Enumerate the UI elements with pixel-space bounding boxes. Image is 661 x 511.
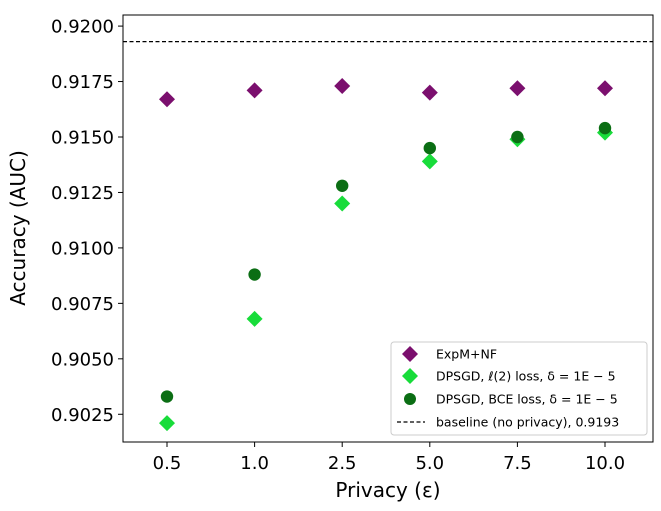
x-tick-label: 2.5 (328, 453, 357, 474)
series-2-point (246, 310, 263, 327)
legend-label: DPSGD, ℓ(2) loss, δ = 1E − 5 (436, 369, 616, 384)
y-tick-label: 0.9100 (51, 238, 114, 259)
legend-label: baseline (no privacy), 0.9193 (436, 415, 619, 430)
x-tick-label: 7.5 (503, 453, 532, 474)
legend-label: ExpM+NF (436, 347, 497, 362)
x-tick-label: 1.0 (240, 453, 269, 474)
series-1-point (334, 77, 351, 94)
legend-label: DPSGD, BCE loss, δ = 1E − 5 (436, 392, 618, 407)
y-tick-label: 0.9075 (51, 294, 114, 315)
y-tick-label: 0.9025 (51, 405, 114, 426)
y-tick-label: 0.9125 (51, 183, 114, 204)
legend-marker (402, 368, 418, 384)
series-1-point (159, 91, 175, 108)
series-2-point (159, 415, 175, 432)
series-1-point (246, 82, 263, 99)
plot-area (123, 41, 653, 432)
axes-frame (122, 14, 654, 443)
series-3-point (160, 390, 174, 403)
y-tick-label: 0.9050 (51, 349, 114, 370)
x-tick-label: 10.0 (585, 453, 625, 474)
x-tick-label: 0.5 (153, 453, 182, 474)
series-3-point (598, 121, 612, 135)
series-1-point (421, 84, 438, 101)
series-3-point (248, 268, 261, 281)
series-3-point (423, 141, 436, 155)
y-tick-label: 0.9150 (51, 128, 114, 149)
series-1-point (509, 80, 526, 97)
series-2-point (421, 153, 438, 170)
series-3-point (336, 179, 349, 192)
series-2-point (334, 195, 351, 212)
legend-marker (402, 346, 418, 362)
x-axis-title: Privacy (ε) (335, 478, 440, 502)
legend-marker (404, 393, 416, 405)
legend: ExpM+NF DPSGD, ℓ(2) loss, δ = 1E − 5 DPSGD… (390, 341, 648, 436)
axes: 0.9025 0.9050 0.9075 0.9100 0.9125 0.9150 0.91… (51, 14, 654, 474)
series-1-point (597, 80, 613, 97)
x-tick-label: 5.0 (415, 453, 444, 474)
y-tick-label: 0.9200 (51, 17, 114, 38)
y-axis-title: Accuracy (AUC) (6, 150, 30, 306)
y-tick-label: 0.9175 (51, 72, 114, 93)
series-3-point (511, 130, 524, 144)
legend-box (390, 341, 648, 436)
